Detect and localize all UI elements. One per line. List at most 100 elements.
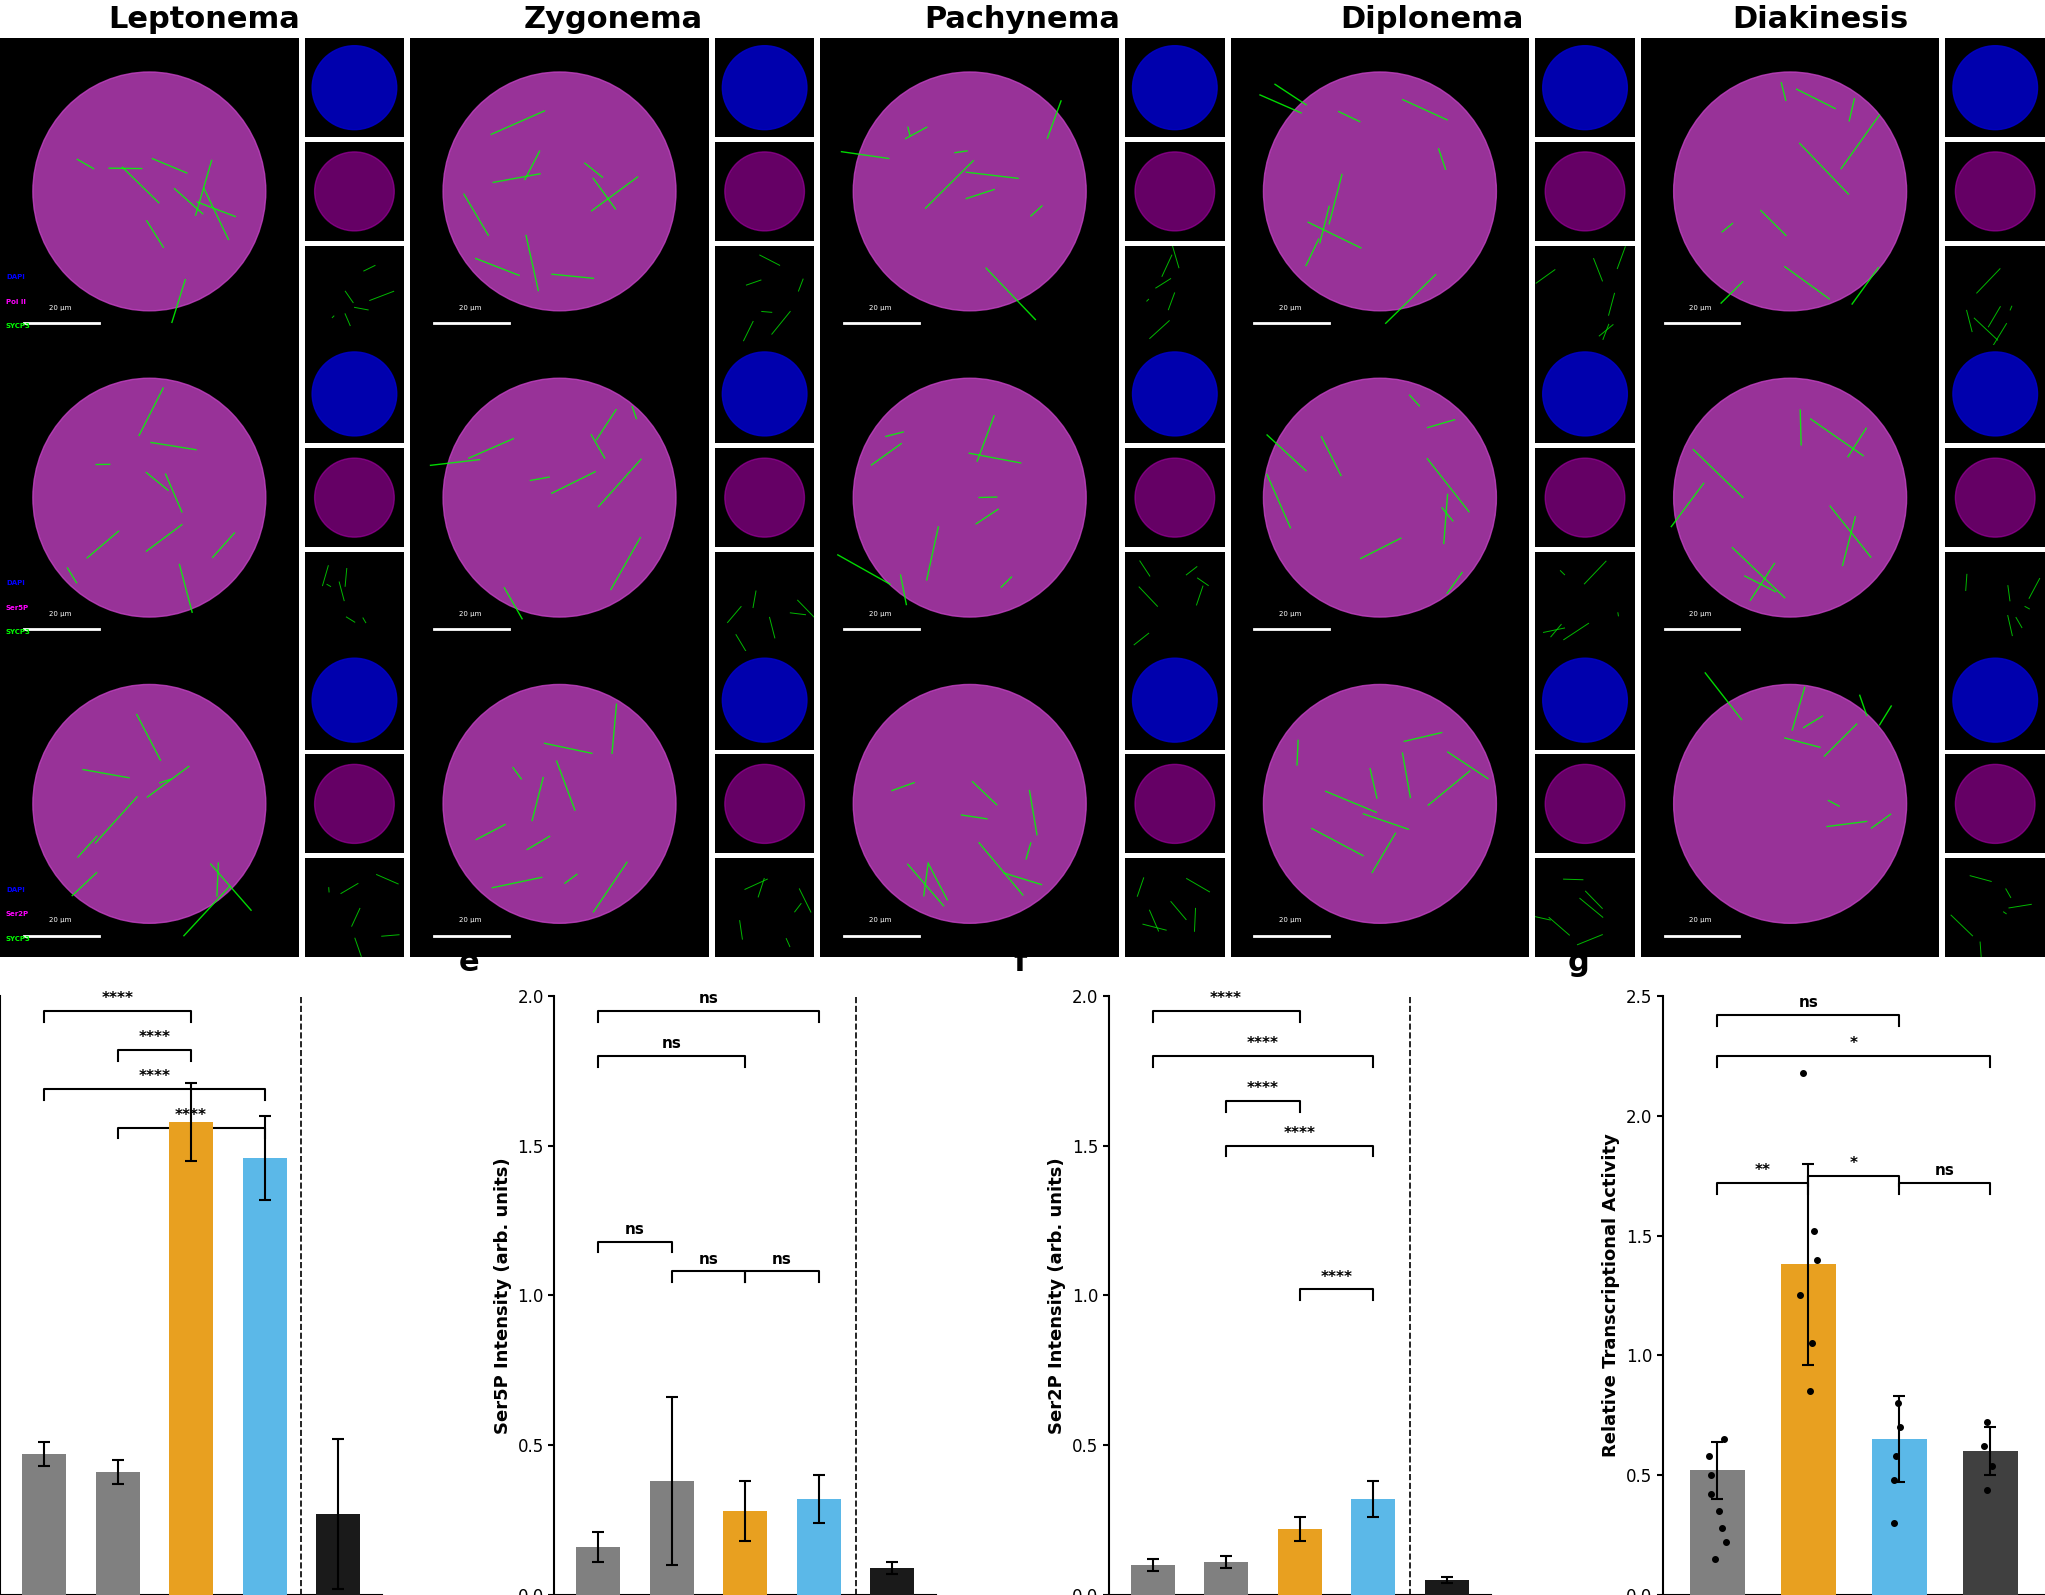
Ellipse shape xyxy=(722,659,808,742)
Bar xyxy=(1205,1562,1247,1595)
Text: g: g xyxy=(1566,947,1589,978)
Bar xyxy=(22,1455,65,1595)
Y-axis label: Relative Transcriptional Activity: Relative Transcriptional Activity xyxy=(1603,1134,1620,1458)
Text: ****: **** xyxy=(1321,1270,1352,1284)
Text: SYCP3: SYCP3 xyxy=(6,630,31,635)
Text: 20 μm: 20 μm xyxy=(49,611,72,617)
Text: 20 μm: 20 μm xyxy=(458,611,481,617)
Ellipse shape xyxy=(315,458,395,538)
Ellipse shape xyxy=(1264,72,1497,311)
Bar xyxy=(798,1499,840,1595)
Bar xyxy=(1871,1439,1926,1595)
Text: DAPI: DAPI xyxy=(6,887,25,893)
Ellipse shape xyxy=(1133,659,1217,742)
Ellipse shape xyxy=(313,352,397,435)
Text: Diplonema: Diplonema xyxy=(1339,5,1524,33)
Text: 20 μm: 20 μm xyxy=(1278,611,1301,617)
Text: ****: **** xyxy=(176,1109,207,1123)
Bar xyxy=(170,1121,213,1595)
Text: Pol II: Pol II xyxy=(6,298,27,305)
Ellipse shape xyxy=(724,458,804,538)
Ellipse shape xyxy=(1135,764,1215,844)
Ellipse shape xyxy=(1135,152,1215,231)
Bar xyxy=(1963,1451,2018,1595)
Text: 20 μm: 20 μm xyxy=(1278,305,1301,311)
Text: ****: **** xyxy=(1247,1037,1278,1051)
Ellipse shape xyxy=(1546,458,1626,538)
Ellipse shape xyxy=(33,378,266,617)
Ellipse shape xyxy=(724,764,804,844)
Ellipse shape xyxy=(853,72,1086,311)
Text: e: e xyxy=(458,947,479,978)
Ellipse shape xyxy=(1133,46,1217,129)
Bar xyxy=(317,1514,360,1595)
Text: *: * xyxy=(1851,1037,1857,1051)
Text: 20 μm: 20 μm xyxy=(49,305,72,311)
Text: ns: ns xyxy=(1798,995,1818,1010)
Ellipse shape xyxy=(1542,352,1628,435)
Ellipse shape xyxy=(853,684,1086,924)
Ellipse shape xyxy=(1673,684,1906,924)
Ellipse shape xyxy=(33,684,266,924)
Ellipse shape xyxy=(1953,659,2037,742)
Text: Ser2P: Ser2P xyxy=(6,911,29,917)
Ellipse shape xyxy=(315,152,395,231)
Text: Pachynema: Pachynema xyxy=(924,5,1121,33)
Text: ns: ns xyxy=(773,1252,791,1266)
Ellipse shape xyxy=(33,72,266,311)
Y-axis label: Ser2P Intensity (arb. units): Ser2P Intensity (arb. units) xyxy=(1049,1156,1065,1434)
Bar xyxy=(1689,1471,1744,1595)
Text: ****: **** xyxy=(139,1030,170,1045)
Ellipse shape xyxy=(1133,352,1217,435)
Ellipse shape xyxy=(313,46,397,129)
Ellipse shape xyxy=(1546,152,1626,231)
Bar xyxy=(1425,1581,1468,1595)
Ellipse shape xyxy=(724,152,804,231)
Ellipse shape xyxy=(1953,352,2037,435)
Ellipse shape xyxy=(1673,72,1906,311)
Text: 20 μm: 20 μm xyxy=(49,917,72,924)
Ellipse shape xyxy=(444,72,677,311)
Bar xyxy=(650,1482,693,1595)
Ellipse shape xyxy=(1264,378,1497,617)
Text: ns: ns xyxy=(663,1037,681,1051)
Text: 20 μm: 20 μm xyxy=(1689,917,1712,924)
Bar xyxy=(1352,1499,1395,1595)
Ellipse shape xyxy=(722,352,808,435)
Ellipse shape xyxy=(313,659,397,742)
Ellipse shape xyxy=(853,378,1086,617)
Text: 20 μm: 20 μm xyxy=(869,611,892,617)
Text: ns: ns xyxy=(699,990,718,1006)
Ellipse shape xyxy=(444,684,677,924)
Ellipse shape xyxy=(1953,46,2037,129)
Ellipse shape xyxy=(1955,458,2035,538)
Text: ****: **** xyxy=(102,990,133,1006)
Text: f: f xyxy=(1012,947,1027,978)
Text: 20 μm: 20 μm xyxy=(1689,305,1712,311)
Ellipse shape xyxy=(1955,152,2035,231)
Text: 20 μm: 20 μm xyxy=(458,305,481,311)
Bar xyxy=(1278,1530,1321,1595)
Ellipse shape xyxy=(1135,458,1215,538)
Ellipse shape xyxy=(1673,378,1906,617)
Text: 20 μm: 20 μm xyxy=(869,305,892,311)
Ellipse shape xyxy=(1542,46,1628,129)
Text: ****: **** xyxy=(1247,1081,1278,1096)
Text: ****: **** xyxy=(1284,1126,1315,1140)
Text: 20 μm: 20 μm xyxy=(1278,917,1301,924)
Bar xyxy=(1131,1565,1174,1595)
Ellipse shape xyxy=(1264,684,1497,924)
Text: ns: ns xyxy=(1935,1163,1955,1179)
Ellipse shape xyxy=(1542,659,1628,742)
Y-axis label: Ser5P Intensity (arb. units): Ser5P Intensity (arb. units) xyxy=(495,1156,511,1434)
Text: 20 μm: 20 μm xyxy=(1689,611,1712,617)
Bar xyxy=(724,1510,767,1595)
Text: 20 μm: 20 μm xyxy=(869,917,892,924)
Text: Ser5P: Ser5P xyxy=(6,605,29,611)
Ellipse shape xyxy=(722,46,808,129)
Ellipse shape xyxy=(1955,764,2035,844)
Text: SYCP3: SYCP3 xyxy=(6,936,31,941)
Ellipse shape xyxy=(444,378,677,617)
Bar xyxy=(1781,1265,1836,1595)
Text: ns: ns xyxy=(626,1222,644,1236)
